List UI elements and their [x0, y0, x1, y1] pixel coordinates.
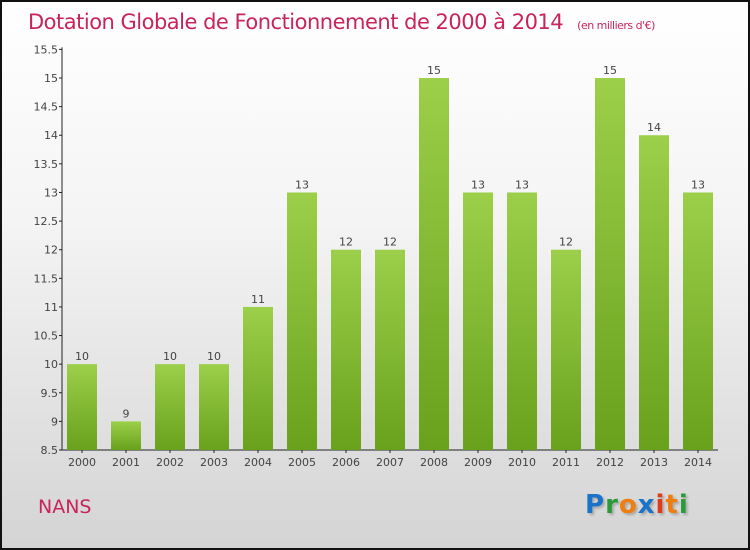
- bar-value-label: 13: [295, 178, 309, 191]
- bar: [507, 192, 537, 450]
- x-tick-label: 2014: [684, 456, 712, 469]
- x-tick-label: 2013: [640, 456, 668, 469]
- bar-value-label: 13: [691, 178, 705, 191]
- bar-value-label: 10: [163, 350, 177, 363]
- x-tick-label: 2007: [376, 456, 404, 469]
- logo-letter: i: [678, 490, 689, 520]
- x-tick-label: 2012: [596, 456, 624, 469]
- bar: [639, 135, 669, 450]
- title-text: Dotation Globale de Fonctionnement de 20…: [28, 10, 564, 34]
- logo-letter: i: [655, 490, 666, 520]
- x-tick-label: 2004: [244, 456, 272, 469]
- bar: [551, 249, 581, 450]
- bar-value-label: 12: [559, 236, 573, 249]
- bar-value-label: 11: [251, 293, 265, 306]
- bar: [683, 192, 713, 450]
- bar: [243, 306, 273, 450]
- y-tick-label: 10.5: [34, 330, 59, 343]
- x-tick-label: 2006: [332, 456, 360, 469]
- y-tick-label: 13.5: [34, 158, 59, 171]
- y-tick-label: 15: [44, 72, 58, 85]
- bar-value-label: 15: [603, 64, 617, 77]
- y-tick-label: 11.5: [34, 272, 59, 285]
- bar-value-label: 12: [383, 236, 397, 249]
- x-tick-label: 2011: [552, 456, 580, 469]
- logo-letter: r: [605, 490, 619, 520]
- x-tick-label: 2000: [68, 456, 96, 469]
- bar: [331, 249, 361, 450]
- y-tick-label: 12.5: [34, 215, 59, 228]
- y-tick-label: 11: [44, 301, 58, 314]
- bar-value-label: 14: [647, 121, 661, 134]
- bar: [595, 78, 625, 450]
- bar: [67, 364, 97, 450]
- x-tick-label: 2008: [420, 456, 448, 469]
- logo-letter: P: [585, 490, 606, 520]
- y-tick-label: 13: [44, 186, 58, 199]
- bar-value-label: 15: [427, 64, 441, 77]
- bar-value-label: 13: [515, 178, 529, 191]
- y-tick-label: 9: [51, 415, 58, 428]
- x-tick-label: 2001: [112, 456, 140, 469]
- bar-value-label: 10: [75, 350, 89, 363]
- x-tick-label: 2009: [464, 456, 492, 469]
- y-tick-label: 14: [44, 129, 58, 142]
- bar-value-label: 10: [207, 350, 221, 363]
- x-tick-label: 2005: [288, 456, 316, 469]
- logo-letter: t: [665, 490, 679, 520]
- bar: [463, 192, 493, 450]
- bar: [155, 364, 185, 450]
- y-tick-label: 15.5: [34, 43, 59, 56]
- chart-title: Dotation Globale de Fonctionnement de 20…: [28, 10, 655, 34]
- x-tick-label: 2003: [200, 456, 228, 469]
- bar: [111, 421, 141, 450]
- y-tick-label: 10: [44, 358, 58, 371]
- bar: [375, 249, 405, 450]
- commune-name: NANS: [38, 496, 92, 518]
- bar-value-label: 13: [471, 178, 485, 191]
- bar-value-label: 9: [123, 407, 130, 420]
- bar: [287, 192, 317, 450]
- chart-subtitle: (en milliers d'€): [577, 19, 655, 32]
- bar-value-label: 12: [339, 236, 353, 249]
- y-tick-label: 9.5: [41, 387, 59, 400]
- proxiti-logo: Proxiti: [585, 490, 689, 520]
- x-tick-label: 2002: [156, 456, 184, 469]
- bar: [199, 364, 229, 450]
- y-tick-label: 12: [44, 244, 58, 257]
- y-tick-label: 8.5: [41, 444, 59, 457]
- logo-letter: o: [618, 490, 638, 520]
- logo-letter: x: [637, 490, 656, 520]
- bar: [419, 78, 449, 450]
- x-tick-label: 2010: [508, 456, 536, 469]
- y-tick-label: 14.5: [34, 101, 59, 114]
